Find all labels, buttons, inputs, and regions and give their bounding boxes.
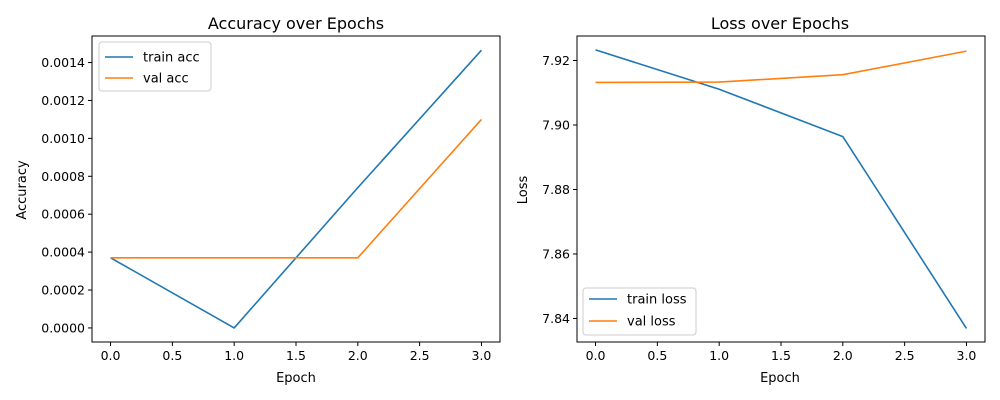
x-tick-label: 1.0 bbox=[709, 348, 729, 363]
series-line-val-loss bbox=[595, 50, 967, 84]
series-line-train-acc bbox=[110, 49, 483, 329]
y-axis-label: Accuracy bbox=[15, 160, 30, 220]
y-tick-label: 0.0006 bbox=[41, 207, 85, 222]
loss-chart: Loss over Epochs Epoch Loss 0.0 0.5 1.0 1.5… bbox=[516, 14, 986, 386]
y-axis-label: Loss bbox=[516, 176, 531, 205]
legend-label-train-loss: train loss bbox=[627, 293, 687, 308]
y-tick-label: 7.88 bbox=[542, 182, 570, 197]
tick-group: 0.0 0.5 1.0 1.5 2.0 2.5 3.0 0.0000 0.0002 0.0004 0… bbox=[41, 55, 491, 363]
y-tick-label: 7.90 bbox=[542, 117, 570, 132]
y-tick-label: 0.0000 bbox=[41, 320, 85, 335]
legend-label-val-acc: val acc bbox=[143, 72, 189, 87]
tick-group: 0.0 0.5 1.0 1.5 2.0 2.5 3.0 7.84 7.86 7.88 7.90 7.9… bbox=[542, 53, 976, 363]
series-group bbox=[110, 49, 483, 329]
x-tick-label: 2.0 bbox=[833, 348, 853, 363]
x-tick-label: 0.0 bbox=[101, 348, 121, 363]
legend: train acc val acc bbox=[98, 41, 212, 92]
series-line-val-acc bbox=[110, 118, 483, 259]
y-tick-label: 7.86 bbox=[542, 246, 570, 261]
series-group bbox=[595, 49, 968, 329]
accuracy-chart: Accuracy over Epochs Epoch Accuracy 0.0 0… bbox=[15, 14, 501, 386]
y-tick-label: 7.92 bbox=[542, 53, 570, 68]
x-tick-label: 1.0 bbox=[224, 348, 244, 363]
plot-frame bbox=[91, 35, 501, 343]
chart-title: Loss over Epochs bbox=[711, 14, 849, 33]
y-tick-label: 0.0010 bbox=[41, 131, 85, 146]
series-line-train-loss bbox=[595, 49, 968, 329]
x-tick-label: 2.0 bbox=[348, 348, 368, 363]
y-tick-label: 7.84 bbox=[542, 311, 570, 326]
chart-title: Accuracy over Epochs bbox=[208, 14, 384, 33]
x-tick-label: 1.5 bbox=[286, 348, 306, 363]
x-tick-label: 0.5 bbox=[647, 348, 667, 363]
legend-label-val-loss: val loss bbox=[627, 315, 676, 330]
x-tick-label: 3.0 bbox=[472, 348, 492, 363]
x-axis-label: Epoch bbox=[760, 371, 800, 386]
legend-label-train-acc: train acc bbox=[143, 51, 200, 66]
x-tick-label: 2.5 bbox=[895, 348, 915, 363]
y-tick-label: 0.0002 bbox=[41, 283, 85, 298]
y-tick-label: 0.0014 bbox=[41, 55, 85, 70]
y-tick-label: 0.0004 bbox=[41, 245, 85, 260]
x-tick-label: 3.0 bbox=[957, 348, 977, 363]
x-tick-label: 0.0 bbox=[586, 348, 606, 363]
x-tick-label: 2.5 bbox=[410, 348, 430, 363]
y-tick-label: 0.0012 bbox=[41, 93, 85, 108]
x-tick-label: 0.5 bbox=[162, 348, 182, 363]
legend: train loss val loss bbox=[582, 287, 697, 336]
x-axis-label: Epoch bbox=[276, 371, 316, 386]
y-tick-label: 0.0008 bbox=[41, 169, 85, 184]
plot-frame bbox=[576, 35, 986, 343]
x-tick-label: 1.5 bbox=[771, 348, 791, 363]
